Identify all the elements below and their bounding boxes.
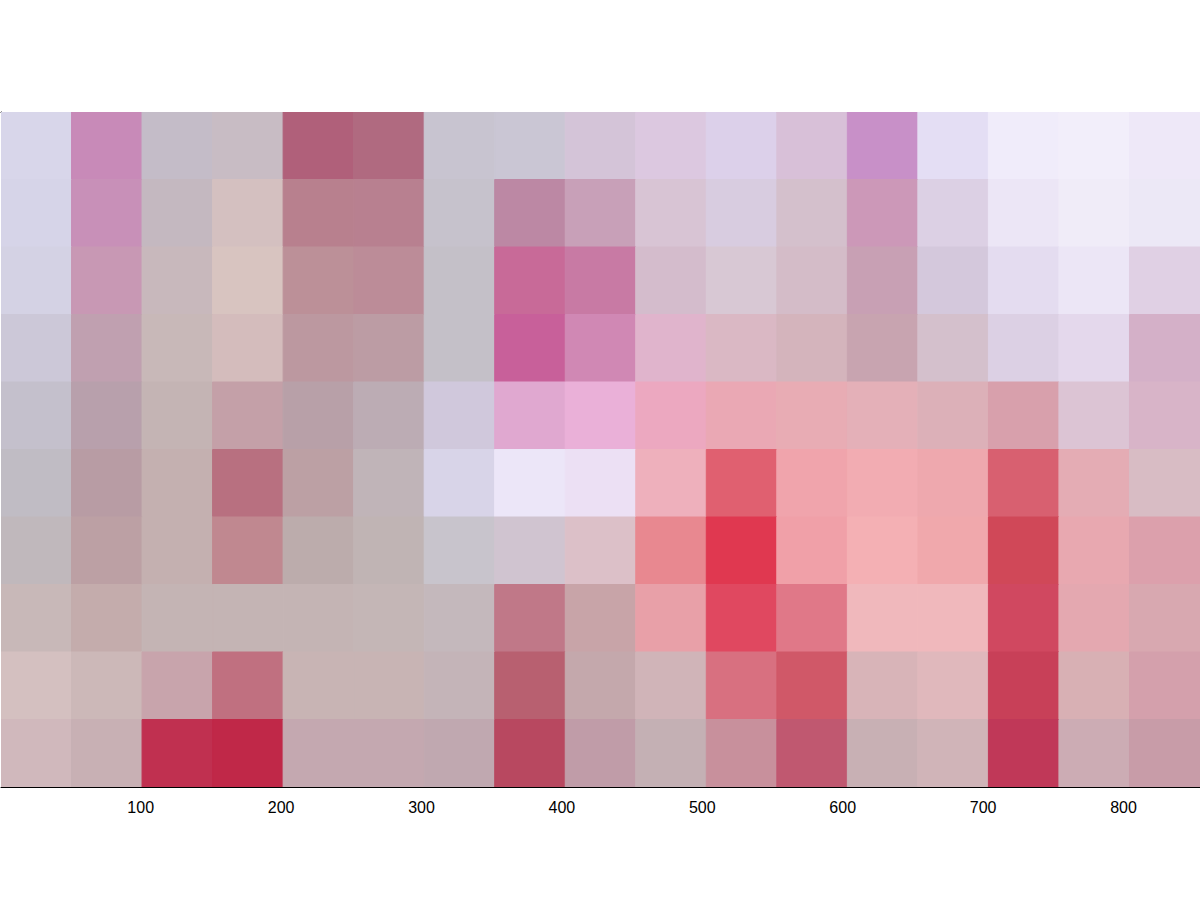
svg-text:700: 700	[970, 799, 997, 816]
svg-text:500: 500	[689, 799, 716, 816]
svg-text:600: 600	[829, 799, 856, 816]
svg-text:200: 200	[268, 799, 295, 816]
svg-text:800: 800	[1110, 799, 1137, 816]
svg-text:300: 300	[408, 799, 435, 816]
svg-text:100: 100	[127, 799, 154, 816]
svg-text:400: 400	[549, 799, 576, 816]
